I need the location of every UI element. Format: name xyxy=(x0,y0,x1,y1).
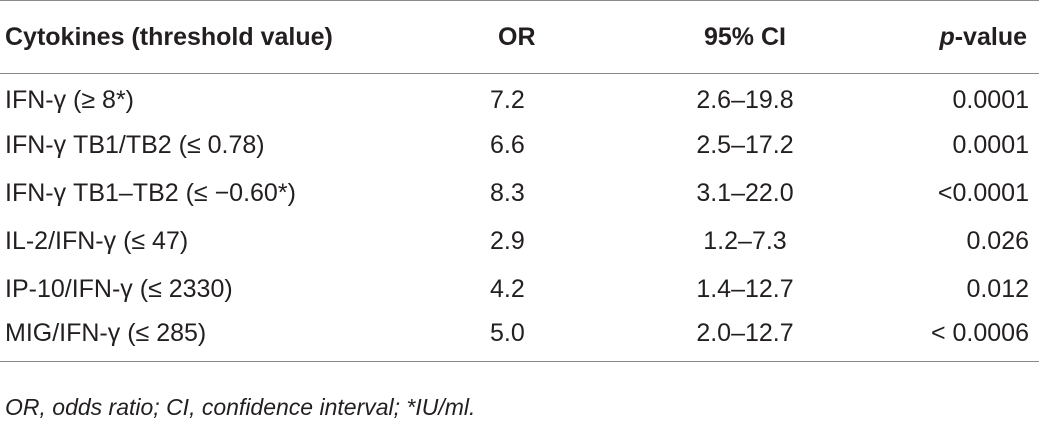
row-label: IFN-γ TB1/TB2 (≤ 0.78) xyxy=(5,131,265,159)
row-p-value: <0.0001 xyxy=(937,179,1029,207)
table-row: IP-10/IFN-γ (≤ 2330) 4.2 1.4–12.7 0.012 xyxy=(0,266,1039,314)
row-p-value: 0.012 xyxy=(966,275,1029,303)
row-p-value: 0.0001 xyxy=(952,86,1029,115)
header-ci: 95% CI xyxy=(630,0,860,74)
row-label: MIG/IFN-γ (≤ 285) xyxy=(0,313,490,362)
row-p-value: 0.026 xyxy=(966,227,1029,255)
header-p-value: p-value xyxy=(860,0,1039,74)
row-or: 5.0 xyxy=(490,313,630,362)
row-or: 4.2 xyxy=(490,275,525,303)
row-label: IFN-γ (≥ 8*) xyxy=(5,86,134,115)
table-footnote: OR, odds ratio; CI, confidence interval;… xyxy=(5,394,476,420)
row-or: 8.3 xyxy=(490,179,525,207)
table-body: IFN-γ (≥ 8*) 7.2 2.6–19.8 0.0001 IFN-γ T… xyxy=(0,74,1039,362)
cytokine-table-container: Cytokines (threshold value) OR 95% CI p-… xyxy=(0,0,1039,362)
row-ci: 1.4–12.7 xyxy=(696,275,794,303)
row-p-value: < 0.0006 xyxy=(860,313,1039,362)
row-label: IP-10/IFN-γ (≤ 2330) xyxy=(5,275,233,303)
row-p-value: 0.0001 xyxy=(952,131,1029,159)
row-or: 7.2 xyxy=(490,86,525,115)
table-row: IFN-γ TB1/TB2 (≤ 0.78) 6.6 2.5–17.2 0.00… xyxy=(0,122,1039,170)
table-row: IFN-γ TB1–TB2 (≤ −0.60*) 8.3 3.1–22.0 <0… xyxy=(0,170,1039,218)
row-ci: 2.0–12.7 xyxy=(630,313,860,362)
row-label: IFN-γ TB1–TB2 (≤ −0.60*) xyxy=(5,179,296,207)
header-cytokines: Cytokines (threshold value) xyxy=(0,0,490,74)
table-row: IL-2/IFN-γ (≤ 47) 2.9 1.2–7.3 0.026 xyxy=(0,218,1039,266)
header-or: OR xyxy=(490,0,630,74)
row-or: 6.6 xyxy=(490,131,525,159)
row-ci: 3.1–22.0 xyxy=(696,179,794,207)
header-p-rest: -value xyxy=(954,22,1027,51)
row-ci: 1.2–7.3 xyxy=(703,227,787,255)
header-row: Cytokines (threshold value) OR 95% CI p-… xyxy=(0,0,1039,74)
header-p-italic: p xyxy=(939,22,955,51)
table-row: IFN-γ (≥ 8*) 7.2 2.6–19.8 0.0001 xyxy=(0,74,1039,122)
cytokine-odds-ratio-table: Cytokines (threshold value) OR 95% CI p-… xyxy=(0,0,1039,362)
row-or: 2.9 xyxy=(490,227,525,255)
table-header: Cytokines (threshold value) OR 95% CI p-… xyxy=(0,0,1039,74)
table-row: MIG/IFN-γ (≤ 285) 5.0 2.0–12.7 < 0.0006 xyxy=(0,313,1039,362)
row-ci: 2.6–19.8 xyxy=(696,86,794,115)
row-label: IL-2/IFN-γ (≤ 47) xyxy=(5,227,189,255)
row-ci: 2.5–17.2 xyxy=(696,131,794,159)
